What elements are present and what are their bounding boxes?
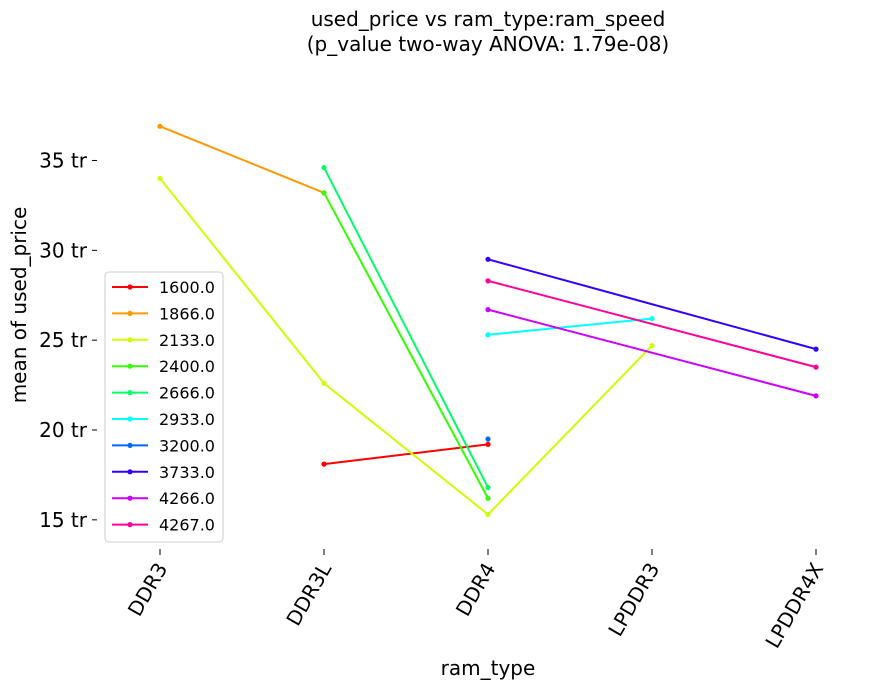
legend-label: 3200.0 [159,436,215,455]
series-line [159,125,325,194]
series-line [487,279,817,369]
legend-entry: 1600.0 [112,278,215,297]
legend-entry: 2133.0 [112,331,215,350]
y-tick-label: 25 tr [39,328,88,352]
series-line [323,167,489,488]
legend-marker [127,469,133,475]
legend-entry: 4266.0 [112,489,215,508]
data-point [485,278,491,284]
legend-marker [127,416,133,422]
legend-marker [127,442,133,448]
data-point [321,190,327,196]
y-tick-label: 30 tr [39,238,88,262]
data-point [485,495,491,501]
data-point [485,436,491,442]
legend-marker [127,495,133,501]
data-point [321,380,327,386]
legend-marker [127,284,133,290]
data-point [485,332,491,338]
data-point [649,342,655,349]
x-tick-label: DDR3 [123,559,172,621]
series-1866.0 [157,123,327,196]
chart-subtitle: (p_value two-way ANOVA: 1.79e-08) [307,32,669,56]
legend-label: 1600.0 [159,278,215,297]
legend-marker [127,363,133,369]
series-4266.0 [485,307,819,399]
y-tick-label: 35 tr [39,148,88,172]
series-4267.0 [485,278,819,370]
series-2666.0 [321,165,491,491]
legend-label: 2933.0 [159,410,215,429]
legend-label: 3733.0 [159,463,215,482]
series-line [487,258,817,351]
data-point [321,165,327,171]
x-tick-label: LPDDR3 [603,559,664,641]
data-point [485,307,491,313]
legend-marker [127,522,133,528]
x-tick-label: LPDDR4X [760,558,828,652]
data-point [157,175,163,182]
legend-label: 2400.0 [159,357,215,376]
legend-marker [127,390,133,396]
series-3200.0 [485,436,491,442]
series-line [159,177,653,516]
legend-label: 2666.0 [159,384,215,403]
legend-entry: 2666.0 [112,384,215,403]
legend-entry: 4267.0 [112,516,215,535]
series-line [487,317,653,336]
legend-entry: 2933.0 [112,410,215,429]
data-point [813,346,819,352]
data-point [485,441,491,447]
series-3733.0 [485,256,819,352]
legend-marker [127,310,133,316]
legend-label: 1866.0 [159,304,215,323]
series-2400.0 [321,190,491,501]
y-axis: 15 tr 20 tr 25 tr 30 tr 35 tr [39,148,97,532]
x-tick-label: DDR4 [451,559,500,621]
legend-label: 4267.0 [159,516,215,535]
data-point [157,123,163,129]
legend-entry: 3733.0 [112,463,215,482]
legend-label: 4266.0 [159,489,215,508]
legend-entry: 3200.0 [112,436,215,455]
data-point [813,364,819,370]
data-point [485,511,491,518]
data-point [649,315,655,322]
legend-label: 2133.0 [159,331,215,350]
data-point [813,393,819,399]
data-point [485,256,491,262]
legend-marker [127,337,133,343]
data-point [485,484,491,491]
series-2933.0 [485,315,655,338]
x-axis: DDR3 DDR3L DDR4 LPDDR3 LPDDR4X [123,549,828,652]
chart-title: used_price vs ram_type:ram_speed [311,7,666,31]
y-tick-label: 20 tr [39,418,88,442]
x-tick-label: DDR3L [281,558,336,630]
data-point [321,461,327,467]
y-axis-label: mean of used_price [7,207,31,404]
legend-entry: 1866.0 [112,304,215,323]
x-axis-label: ram_type [441,656,536,680]
y-tick-label: 15 tr [39,508,88,532]
series-2133.0 [157,175,655,518]
plot-area [157,123,819,518]
legend: 1600.0 1866.0 2133.0 2400.0 2666.0 2933.0 3200… [104,271,224,543]
series-line [323,192,489,499]
legend-entry: 2400.0 [112,357,215,376]
series-line [487,308,817,397]
